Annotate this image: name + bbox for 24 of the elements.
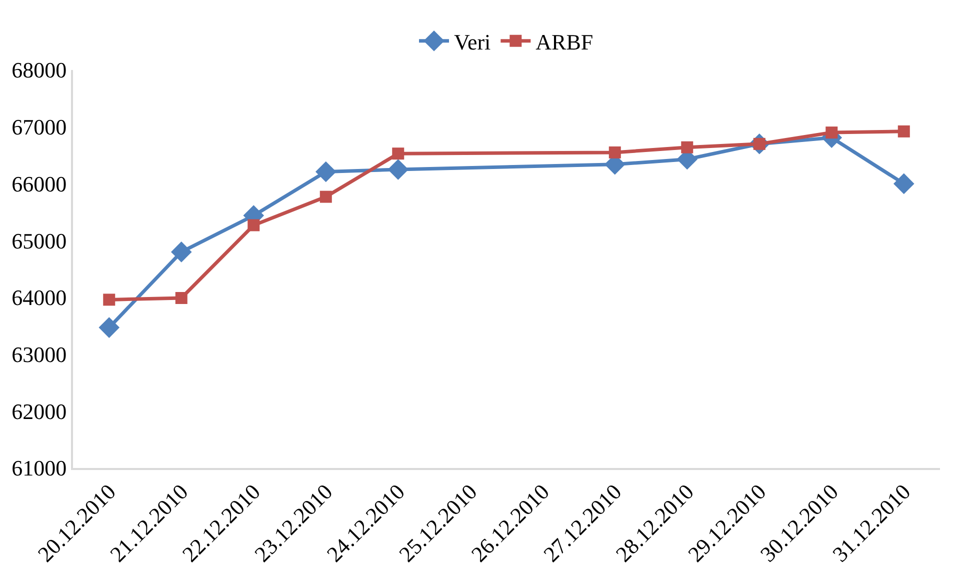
point bbox=[248, 219, 260, 232]
point bbox=[320, 190, 332, 203]
point bbox=[170, 242, 192, 262]
y-tick-label: 61000 bbox=[12, 456, 67, 481]
legend-label: ARBF bbox=[536, 29, 594, 54]
y-tick-label: 68000 bbox=[12, 58, 67, 83]
point bbox=[893, 173, 914, 194]
y-tick-label: 63000 bbox=[12, 342, 67, 367]
point bbox=[392, 148, 404, 160]
point bbox=[681, 141, 694, 154]
y-tick-label: 65000 bbox=[12, 228, 67, 254]
y-tick-label: 66000 bbox=[12, 171, 67, 196]
point bbox=[175, 292, 188, 304]
point bbox=[103, 294, 116, 306]
point bbox=[388, 159, 409, 180]
point bbox=[608, 146, 621, 158]
y-tick-label: 62000 bbox=[12, 398, 67, 424]
point bbox=[315, 161, 336, 182]
point bbox=[826, 126, 838, 139]
y-tick-label: 64000 bbox=[12, 285, 67, 310]
point bbox=[898, 125, 910, 138]
y-tick-label: 67000 bbox=[12, 114, 67, 140]
point bbox=[98, 317, 120, 338]
legend-label: Veri bbox=[454, 29, 491, 54]
